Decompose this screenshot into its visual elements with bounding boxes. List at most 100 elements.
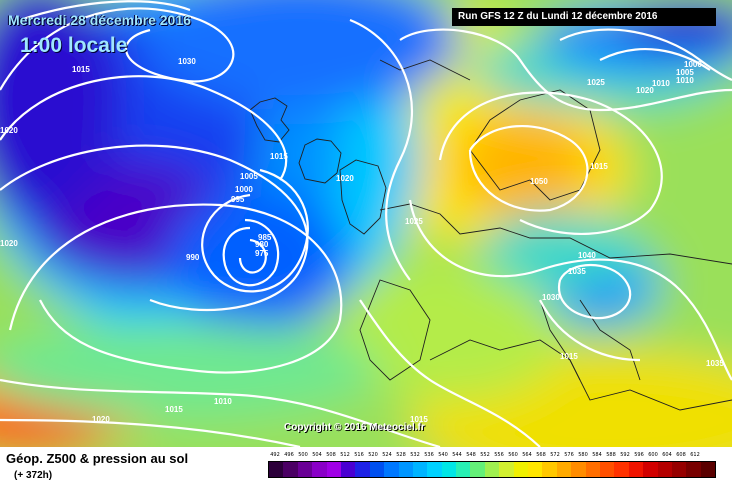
legend-swatch: [441, 462, 457, 477]
legend-label: 604: [662, 452, 672, 458]
legend-swatch: [700, 462, 716, 477]
legend-label: 508: [326, 452, 336, 458]
legend-label: 532: [410, 452, 420, 458]
legend-swatch: [312, 462, 327, 477]
legend-swatch: [456, 462, 471, 477]
map-title: Géop. Z500 & pression au sol: [6, 451, 189, 466]
legend-label: 612: [690, 452, 700, 458]
legend-swatch: [671, 462, 687, 477]
pressure-label: 1020: [336, 174, 354, 183]
legend-label: 540: [438, 452, 448, 458]
legend-swatch: [427, 462, 442, 477]
legend-label: 576: [564, 452, 574, 458]
legend-label: 572: [550, 452, 560, 458]
legend-swatch: [384, 462, 399, 477]
pressure-label: 990: [186, 253, 200, 262]
legend-swatch: [297, 462, 313, 477]
z500-color-field: [0, 0, 732, 447]
legend-label: 528: [396, 452, 406, 458]
legend-label: 560: [508, 452, 518, 458]
legend-label: 568: [536, 452, 546, 458]
legend-label: 548: [466, 452, 476, 458]
legend-swatch: [340, 462, 356, 477]
legend-swatch: [556, 462, 572, 477]
legend-label: 600: [648, 452, 658, 458]
pressure-label: 995: [231, 195, 245, 204]
pressure-label: 1020: [0, 239, 18, 248]
coastlines: [249, 59, 732, 411]
legend-swatch: [470, 462, 485, 477]
pressure-label: 1005: [676, 68, 694, 77]
pressure-label: 1015: [410, 415, 428, 424]
pressure-label: 1010: [214, 397, 232, 406]
legend-swatch: [657, 462, 672, 477]
pressure-label: 1010: [652, 79, 670, 88]
legend-swatch: [398, 462, 413, 477]
pressure-label: 1015: [590, 162, 608, 171]
isobars: [0, 0, 732, 447]
legend-swatch: [513, 462, 529, 477]
forecast-time: 1:00 locale: [20, 34, 128, 57]
legend-label: 504: [312, 452, 322, 458]
pressure-label: 1035: [568, 267, 586, 276]
legend-swatch: [628, 462, 644, 477]
legend-label: 588: [606, 452, 616, 458]
pressure-labels: 1015 1030 1020 1000 1005 1010 1025 1020 …: [0, 57, 724, 424]
pressure-label: 1040: [578, 251, 596, 260]
legend-swatch: [599, 462, 615, 477]
legend-swatch: [355, 462, 370, 477]
legend-label: 520: [368, 452, 378, 458]
legend-labels: 492 496 500 504 508 512 516 520 524 528 532 536 540 5…: [268, 452, 716, 458]
pressure-label: 1015: [72, 65, 90, 74]
geopotential-map-svg: 1015 1030 1020 1000 1005 1010 1025 1020 …: [0, 0, 732, 447]
legend-label: 496: [284, 452, 294, 458]
weather-map: 1015 1030 1020 1000 1005 1010 1025 1020 …: [0, 0, 732, 447]
legend-label: 564: [522, 452, 532, 458]
pressure-label: 1005: [240, 172, 258, 181]
pressure-label: 1020: [636, 86, 654, 95]
color-legend: 492 496 500 504 508 512 516 520 524 528 532 536 540 5…: [268, 452, 716, 478]
legend-label: 580: [578, 452, 588, 458]
pressure-label: 975: [255, 249, 269, 258]
legend-swatch: [326, 462, 341, 477]
pressure-label: 1035: [706, 359, 724, 368]
legend-swatch: [499, 462, 514, 477]
pressure-label: 1015: [270, 152, 288, 161]
pressure-label: 1020: [0, 126, 18, 135]
legend-swatch: [283, 462, 298, 477]
legend-label: 596: [634, 452, 644, 458]
legend-label: 556: [494, 452, 504, 458]
legend-swatch: [412, 462, 428, 477]
legend-swatch: [542, 462, 557, 477]
pressure-label: 1010: [676, 76, 694, 85]
pressure-label: 1000: [235, 185, 253, 194]
run-info: Run GFS 12 Z du Lundi 12 décembre 2016: [452, 8, 716, 26]
forecast-offset: (+ 372h): [14, 470, 53, 481]
legend-swatch: [369, 462, 385, 477]
legend-swatch: [484, 462, 500, 477]
legend-swatch: [571, 462, 586, 477]
legend-label: 492: [270, 452, 280, 458]
pressure-label: 980: [255, 240, 269, 249]
pressure-label: 1020: [92, 415, 110, 424]
legend-bar: [268, 461, 716, 478]
pressure-label: 1050: [530, 177, 548, 186]
legend-swatch: [643, 462, 658, 477]
legend-label: 608: [676, 452, 686, 458]
pressure-label: 1015: [560, 352, 578, 361]
legend-swatch: [528, 462, 543, 477]
pressure-label: 1030: [542, 293, 560, 302]
pressure-label: 985: [258, 233, 272, 242]
legend-label: 536: [424, 452, 434, 458]
pressure-label: 1000: [684, 60, 702, 69]
legend-label: 512: [340, 452, 350, 458]
pressure-label: 1025: [587, 78, 605, 87]
legend-swatch: [614, 462, 629, 477]
legend-swatch: [269, 462, 284, 477]
legend-label: 552: [480, 452, 490, 458]
footer: Géop. Z500 & pression au sol (+ 372h) 49…: [0, 447, 732, 488]
legend-swatch: [585, 462, 600, 477]
pressure-label: 1015: [165, 405, 183, 414]
pressure-label: 1025: [405, 217, 423, 226]
forecast-date: Mercredi 28 décembre 2016: [8, 12, 191, 28]
